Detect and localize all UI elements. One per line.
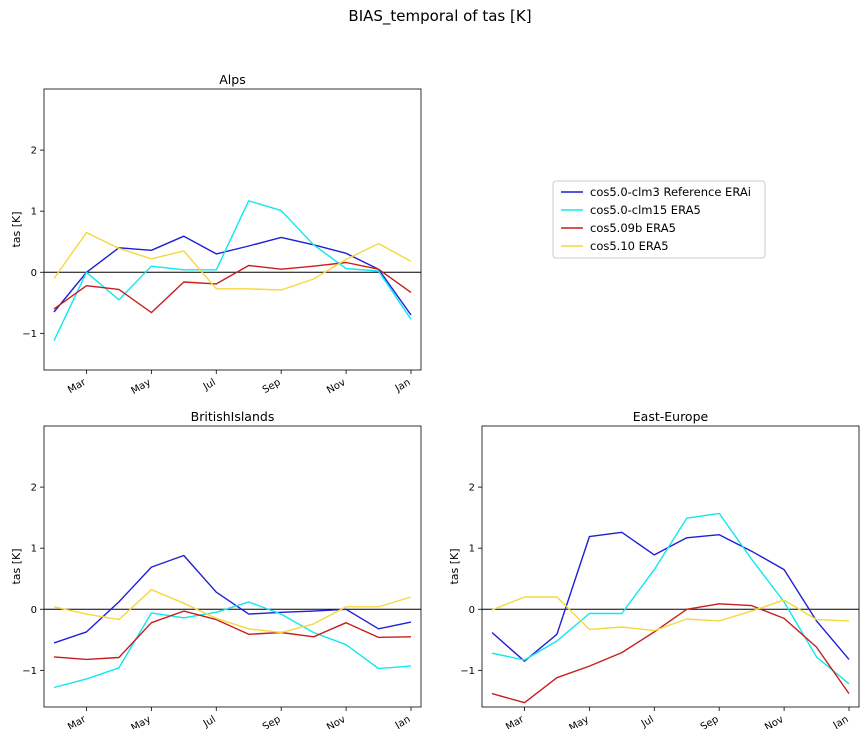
y-tick-label: 1	[31, 544, 37, 555]
series-line	[53, 261, 412, 314]
series-line	[491, 531, 850, 662]
y-tick-label: −1	[22, 329, 37, 340]
series-line	[53, 554, 412, 644]
figure-title: BIAS_temporal of tas [K]	[348, 7, 531, 26]
legend-label: cos5.09b ERA5	[590, 221, 676, 235]
y-tick-label: −1	[460, 666, 475, 677]
axes-frame	[43, 425, 422, 708]
y-tick-label: 0	[31, 605, 37, 616]
y-tick-label: 2	[31, 146, 37, 157]
axes-frame	[481, 425, 860, 708]
y-axis-label: tas [K]	[10, 548, 23, 584]
legend: cos5.0-clm3 Reference ERAi cos5.0-clm15 …	[552, 180, 766, 259]
legend-label: cos5.0-clm15 ERA5	[590, 203, 701, 217]
panel-title-east-europe: East-Europe	[633, 409, 709, 424]
series-line	[491, 596, 850, 632]
series-line	[53, 200, 412, 342]
y-tick-label: 0	[469, 605, 475, 616]
axes-frame	[43, 88, 422, 371]
y-axis-label: tas [K]	[10, 211, 23, 247]
y-tick-label: 1	[31, 207, 37, 218]
panel-title-british-islands: BritishIslands	[191, 409, 275, 424]
series-line	[491, 512, 850, 685]
series-line	[53, 235, 412, 316]
x-tick-label: Jul	[639, 714, 656, 729]
y-tick-label: 1	[469, 544, 475, 555]
series-line	[53, 589, 412, 634]
series-line	[53, 601, 412, 689]
y-tick-label: 2	[31, 483, 37, 494]
y-tick-label: 2	[469, 483, 475, 494]
series-line	[53, 231, 412, 291]
y-tick-label: 0	[31, 268, 37, 279]
legend-label: cos5.0-clm3 Reference ERAi	[590, 185, 751, 199]
legend-frame	[552, 180, 766, 259]
y-tick-label: −1	[22, 666, 37, 677]
x-tick-label: Jul	[201, 714, 218, 729]
series-line	[491, 603, 850, 704]
panel-title-alps: Alps	[219, 72, 245, 87]
y-axis-label: tas [K]	[448, 548, 461, 584]
legend-label: cos5.10 ERA5	[590, 239, 669, 253]
series-line	[53, 610, 412, 661]
